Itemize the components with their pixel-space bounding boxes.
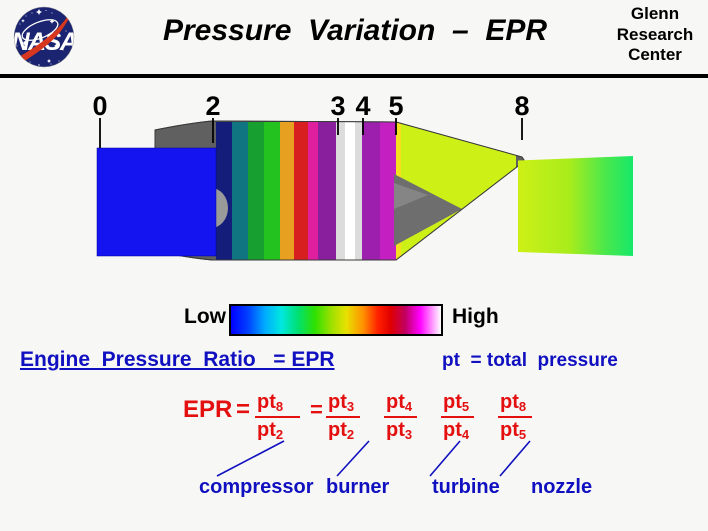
svg-text:nozzle: nozzle: [531, 476, 592, 498]
svg-text:turbine: turbine: [432, 476, 500, 498]
svg-text:pt3: pt3: [328, 391, 354, 414]
svg-text:EPR: EPR: [183, 396, 232, 423]
svg-text:pt3: pt3: [386, 419, 412, 442]
svg-text:pt4: pt4: [386, 391, 413, 414]
svg-text:pt8: pt8: [257, 391, 283, 414]
svg-text:pt8: pt8: [500, 391, 526, 414]
svg-text:pt2: pt2: [257, 419, 283, 442]
svg-text:burner: burner: [326, 476, 390, 498]
svg-text:=: =: [310, 397, 323, 422]
svg-text:pt2: pt2: [328, 419, 354, 442]
svg-text:=: =: [236, 396, 250, 423]
svg-text:pt5: pt5: [443, 391, 469, 414]
svg-text:compressor: compressor: [199, 476, 314, 498]
svg-text:pt5: pt5: [500, 419, 526, 442]
svg-text:pt4: pt4: [443, 419, 470, 442]
